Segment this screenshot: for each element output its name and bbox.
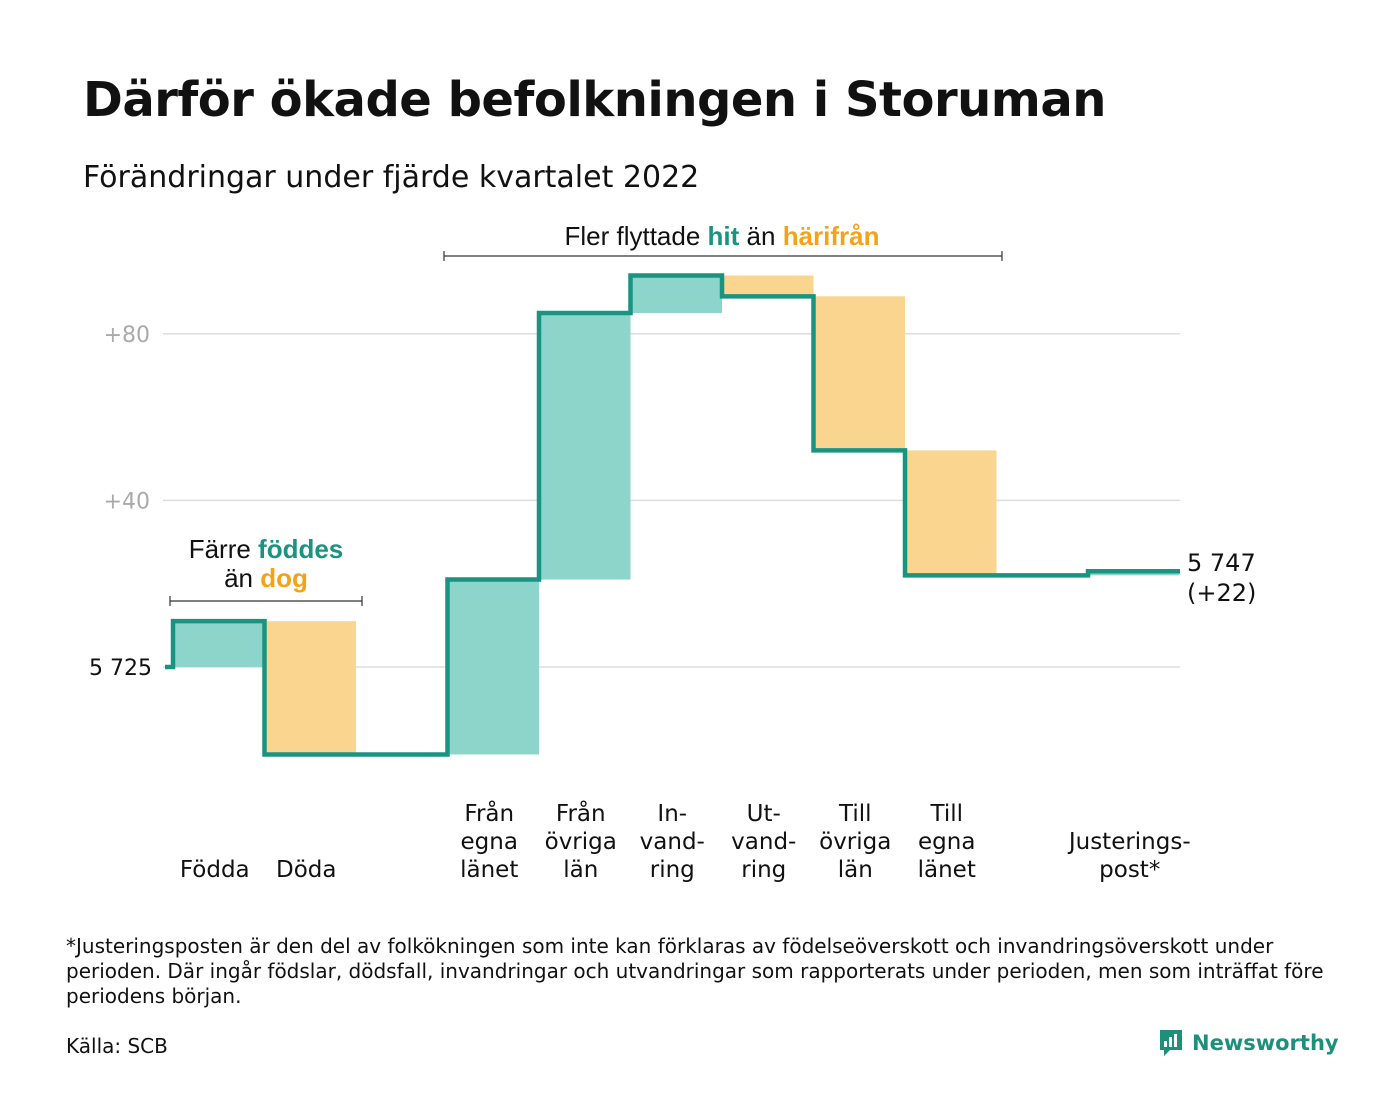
category-label: Ut- <box>747 801 781 827</box>
waterfall-bar <box>264 621 356 755</box>
births-annotation-line1: Färre föddes <box>189 534 344 564</box>
category-label: ring <box>650 857 695 883</box>
brand-logo: Newsworthy <box>1158 1028 1339 1058</box>
category-label: vand- <box>731 829 796 855</box>
category-label: Till <box>838 801 872 827</box>
waterfall-bar <box>630 275 722 313</box>
category-label: Döda <box>276 857 336 883</box>
brand-name: Newsworthy <box>1192 1031 1339 1055</box>
migration-annotation: Fler flyttade hit än härifrån <box>564 221 879 251</box>
category-label: länet <box>918 857 976 883</box>
category-label: post* <box>1099 857 1160 883</box>
category-label: län <box>563 857 598 883</box>
start-value-label: 5 725 <box>89 656 152 681</box>
waterfall-bar <box>905 450 997 576</box>
end-change-label: (+22) <box>1187 579 1256 607</box>
births-bracket <box>169 596 363 606</box>
category-label: egna <box>918 829 975 855</box>
y-tick-label: +80 <box>104 323 150 348</box>
category-label: Från <box>556 799 606 827</box>
category-label: egna <box>461 829 518 855</box>
births-annotation-line2: än dog <box>224 563 308 593</box>
newsworthy-logo-icon <box>1160 1030 1182 1056</box>
category-label: ring <box>741 857 786 883</box>
y-axis-ticks: +80 +40 <box>104 323 150 515</box>
waterfall-bar <box>539 312 631 580</box>
category-label: Födda <box>180 857 250 883</box>
step-line <box>165 273 1180 757</box>
category-label: län <box>838 857 873 883</box>
chart-subtitle: Förändringar under fjärde kvartalet 2022 <box>83 160 700 195</box>
chart-title: Därför ökade befolkningen i Storuman <box>83 72 1106 128</box>
cumulative-step-line <box>165 273 1180 757</box>
waterfall-bar <box>173 621 265 667</box>
waterfall-bar <box>447 579 539 755</box>
category-label: In- <box>657 801 687 827</box>
y-tick-label: +40 <box>104 489 150 514</box>
source-label: Källa: SCB <box>66 1034 168 1058</box>
category-label: Till <box>929 801 963 827</box>
bars <box>173 275 1180 755</box>
gridlines <box>163 333 1180 668</box>
category-label: länet <box>460 857 518 883</box>
category-label: Justerings- <box>1067 829 1191 855</box>
end-value-label: 5 747 <box>1187 549 1256 577</box>
waterfall-bar <box>813 296 905 451</box>
migration-bracket <box>443 251 1003 261</box>
footnote: *Justeringsposten är den del av folkökni… <box>66 934 1324 1008</box>
waterfall-bar <box>722 275 814 297</box>
category-label: övriga <box>545 829 617 855</box>
category-label: övriga <box>819 829 891 855</box>
category-label: vand- <box>640 829 705 855</box>
waterfall-chart: +80+40 Födda DödaFrånegnalänetFrånövrigal… <box>89 221 1256 883</box>
category-label: Från <box>464 799 514 827</box>
category-labels: Födda DödaFrånegnalänetFrånövrigalänIn-va… <box>180 799 1191 883</box>
